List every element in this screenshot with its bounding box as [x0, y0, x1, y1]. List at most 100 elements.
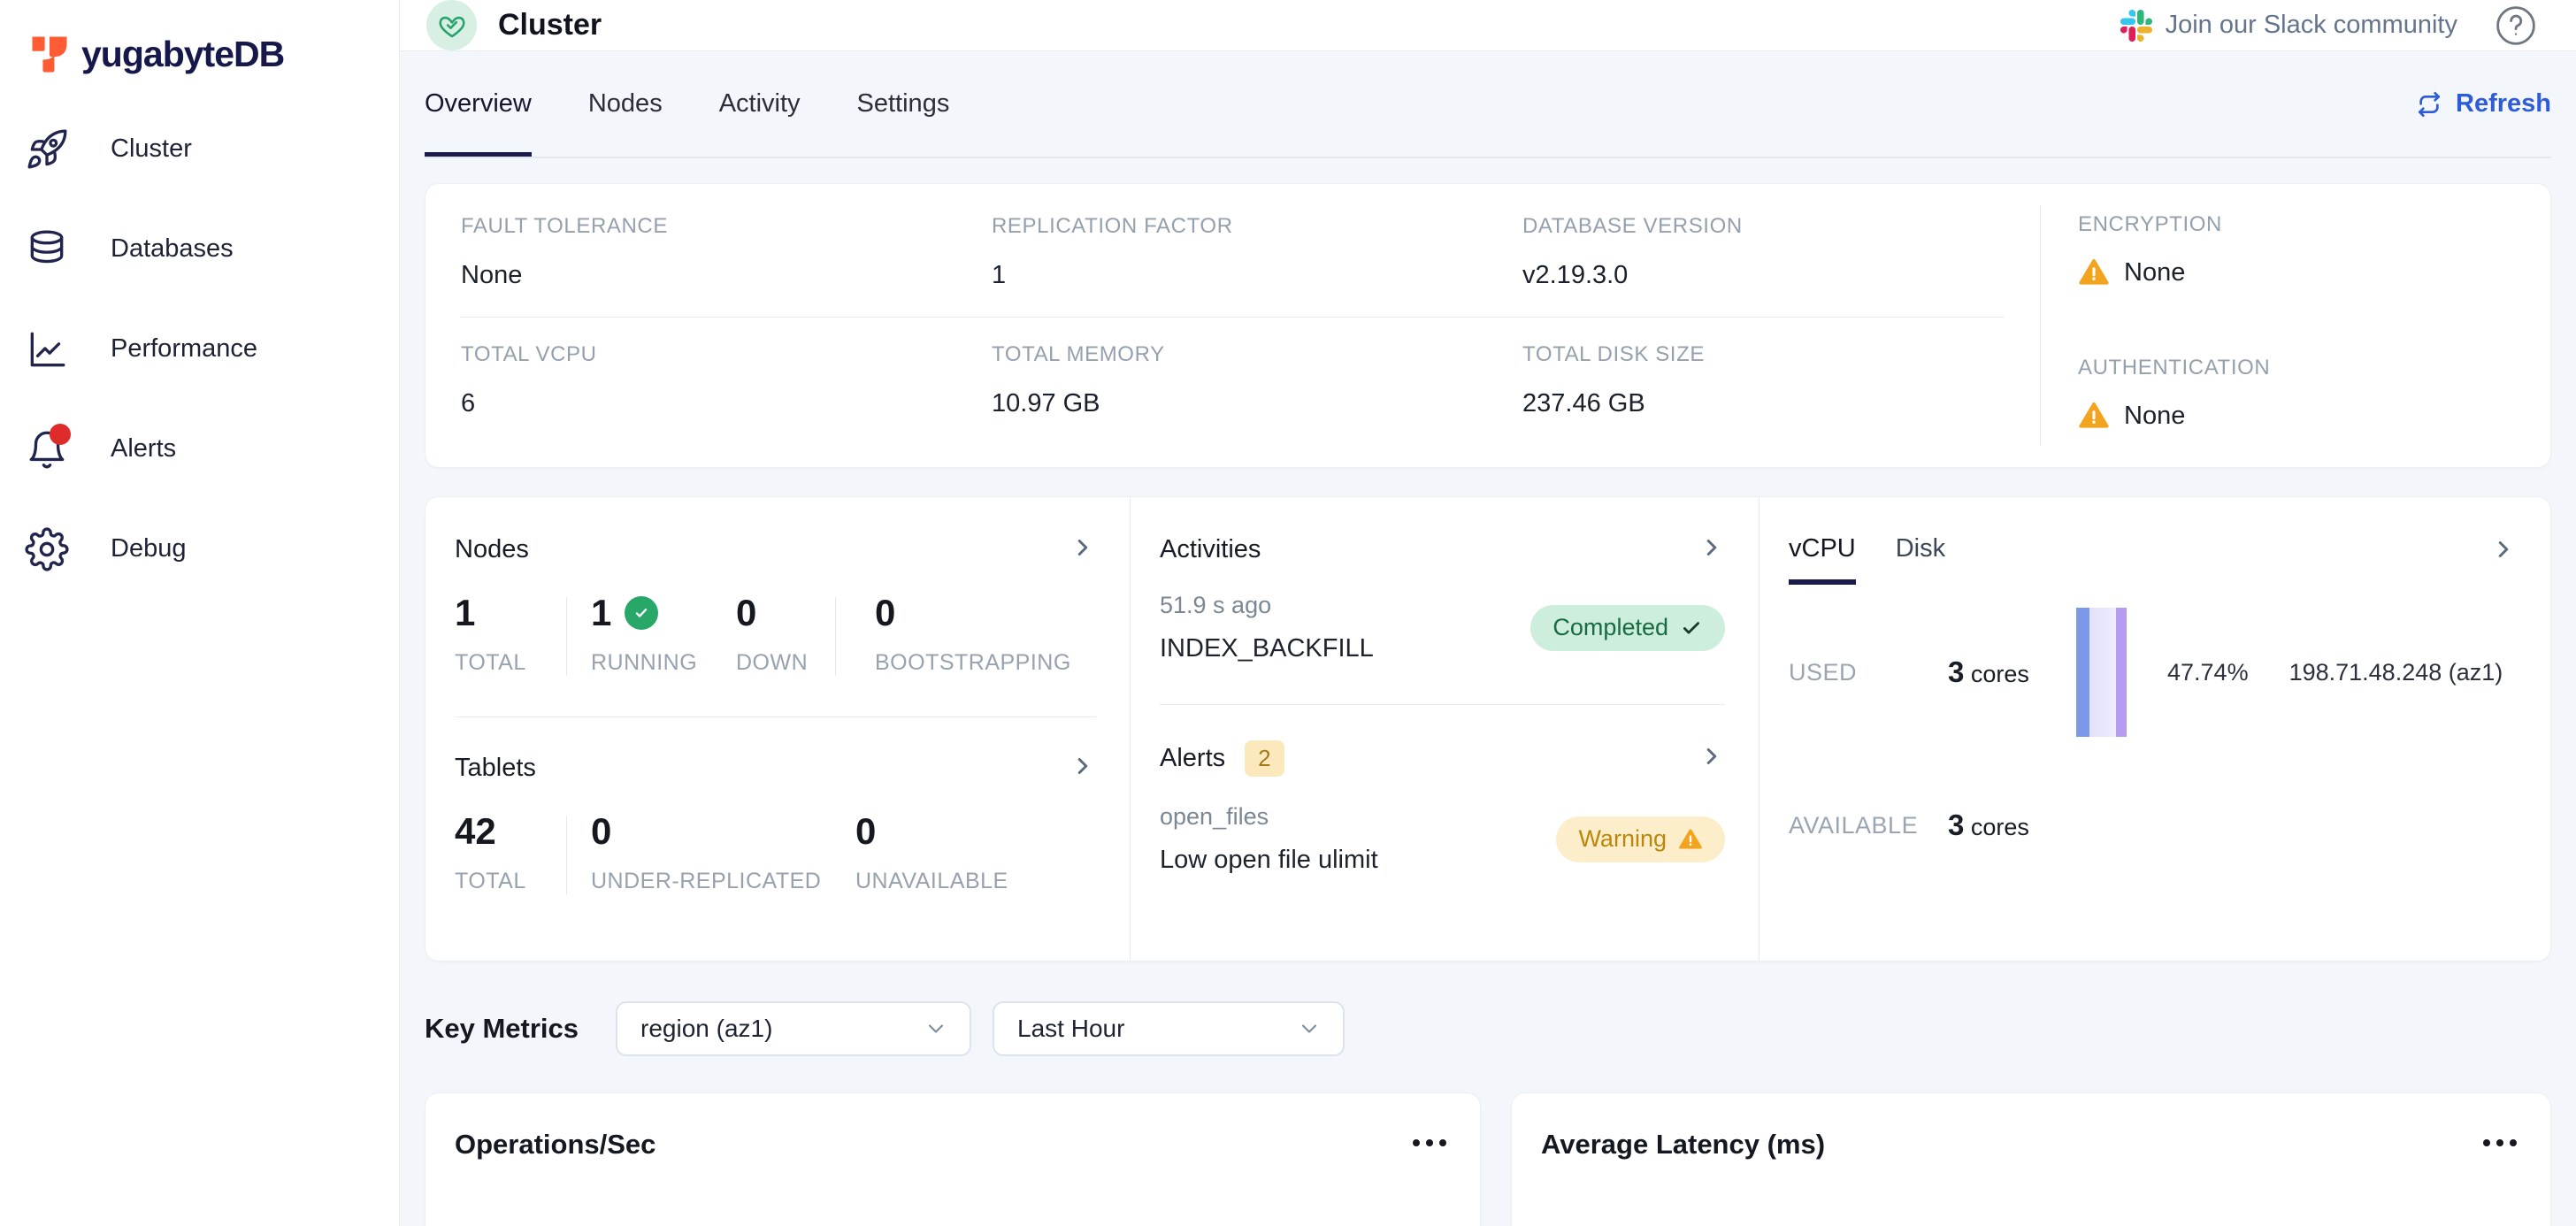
warning-triangle-icon	[2079, 258, 2109, 285]
used-bar	[2076, 608, 2127, 737]
alerts-panel-header[interactable]: Alerts 2	[1160, 740, 1725, 777]
status-label: Warning	[1578, 825, 1667, 852]
divider	[1160, 704, 1725, 705]
main-area: Cluster Join our Slack community	[400, 0, 2576, 1226]
sidebar-item-label: Debug	[111, 534, 187, 563]
used-node-address: 198.71.48.248 (az1)	[2288, 658, 2503, 686]
sidebar-item-label: Databases	[111, 234, 234, 263]
tablets-unavailable: 0 UNAVAILABLE	[855, 812, 1008, 894]
stat-encryption: ENCRYPTION None	[2078, 212, 2550, 288]
stat-total-memory: TOTAL MEMORY 10.97 GB	[992, 342, 1522, 418]
stat-label: UNDER-REPLICATED	[591, 869, 822, 893]
tablets-stats: 42 TOTAL 0 UNDER-REPLICATED 0 UNAVAILABL…	[455, 812, 1096, 894]
stat-label: ENCRYPTION	[2078, 212, 2222, 236]
stat-value: 10.97 GB	[992, 389, 1100, 418]
sidebar-item-cluster[interactable]: Cluster	[0, 99, 399, 199]
tab-nodes[interactable]: Nodes	[587, 88, 663, 118]
slack-icon	[2120, 9, 2152, 42]
chevron-right-icon[interactable]	[2490, 536, 2517, 567]
tablets-under-replicated: 0 UNDER-REPLICATED	[591, 812, 855, 894]
activities-panel-header[interactable]: Activities	[1160, 534, 1725, 565]
cluster-stats-main: FAULT TOLERANCE None REPLICATION FACTOR …	[426, 184, 2040, 467]
sidebar-item-alerts[interactable]: Alerts	[0, 399, 399, 499]
stat-label: FAULT TOLERANCE	[461, 214, 668, 238]
region-select[interactable]: region (az1)	[616, 1001, 972, 1056]
chart-title: Average Latency (ms)	[1541, 1129, 1826, 1160]
nodes-down: 0 DOWN	[736, 594, 835, 676]
charts-row: Operations/Sec Average Latency (ms)	[425, 1092, 2551, 1226]
latency-chart-card: Average Latency (ms)	[1511, 1092, 2551, 1226]
available-cores: 3 cores	[1948, 808, 2029, 841]
page-title: Cluster	[498, 8, 602, 42]
tab-vcpu[interactable]: vCPU	[1789, 534, 1856, 585]
database-icon	[25, 227, 69, 272]
chart-title: Operations/Sec	[455, 1129, 656, 1160]
more-options-icon[interactable]	[1411, 1137, 1448, 1153]
chevron-right-icon[interactable]	[1698, 743, 1725, 774]
gear-icon	[25, 526, 69, 571]
stat-total-disk-size: TOTAL DISK SIZE 237.46 GB	[1522, 342, 2036, 418]
tablets-panel-header[interactable]: Tablets	[455, 753, 1096, 784]
status-badge-warning: Warning	[1556, 816, 1725, 862]
region-select-value: region (az1)	[640, 1015, 773, 1042]
sidebar-item-databases[interactable]: Databases	[0, 199, 399, 299]
alerts-count-badge: 2	[1245, 740, 1284, 777]
activities-alerts-section: Activities 51.9 s ago INDEX_BACKFILL Com…	[1131, 497, 1760, 961]
alert-item[interactable]: open_files Low open file ulimit Warning	[1160, 803, 1725, 875]
stat-label: TOTAL	[455, 650, 526, 675]
nodes-tablets-section: Nodes 1 TOTAL 1 RUNNING	[426, 497, 1131, 961]
chevron-down-icon	[1301, 1024, 1317, 1033]
slack-link-label: Join our Slack community	[2165, 11, 2457, 39]
stat-label: RUNNING	[591, 650, 698, 675]
refresh-button[interactable]: Refresh	[2415, 51, 2551, 157]
time-range-select[interactable]: Last Hour	[993, 1001, 1346, 1056]
check-icon	[1683, 621, 1699, 633]
vcpu-used-row: USED 3 cores 47.74% 198.71.48.248 (az1)	[1789, 608, 2517, 737]
stat-number: 0	[736, 592, 757, 633]
tab-overview[interactable]: Overview	[425, 51, 532, 157]
sidebar: yugabyteDB Cluster	[0, 0, 400, 1226]
tab-disk[interactable]: Disk	[1895, 534, 1946, 563]
chevron-right-icon[interactable]	[1070, 753, 1096, 784]
stat-label: DOWN	[736, 650, 809, 675]
logo[interactable]: yugabyteDB	[0, 0, 399, 85]
chevron-right-icon[interactable]	[1070, 534, 1096, 565]
cluster-health-badge	[426, 0, 477, 50]
divider	[566, 597, 567, 676]
rocket-icon	[25, 127, 69, 172]
stat-label: TOTAL	[455, 869, 526, 893]
nodes-stats: 1 TOTAL 1 RUNNING 0 DOWN	[455, 594, 1096, 676]
tab-bar: Overview Nodes Activity Settings Refresh	[425, 51, 2551, 158]
key-metrics-title: Key Metrics	[425, 1013, 579, 1044]
stat-label: BOOTSTRAPPING	[875, 650, 1071, 675]
status-label: Completed	[1552, 614, 1668, 640]
notification-dot	[50, 423, 71, 445]
refresh-icon	[2419, 91, 2440, 117]
tab-settings[interactable]: Settings	[856, 88, 950, 118]
nodes-running: 1 RUNNING	[591, 594, 736, 676]
check-circle-icon	[625, 596, 659, 630]
stat-value: None	[2124, 257, 2186, 287]
more-options-icon[interactable]	[2481, 1137, 2518, 1153]
cluster-stats-card: FAULT TOLERANCE None REPLICATION FACTOR …	[425, 183, 2551, 468]
slack-community-link[interactable]: Join our Slack community	[2120, 9, 2457, 42]
sidebar-item-label: Performance	[111, 334, 258, 363]
stat-total-vcpu: TOTAL VCPU 6	[461, 342, 992, 418]
panel-title: Nodes	[455, 535, 529, 563]
sidebar-item-performance[interactable]: Performance	[0, 299, 399, 399]
help-button[interactable]	[2495, 4, 2537, 47]
heart-check-icon	[439, 16, 464, 37]
chevron-right-icon[interactable]	[1698, 534, 1725, 565]
stat-number: 42	[455, 810, 496, 852]
stat-number: 1	[591, 594, 736, 632]
sidebar-nav: Cluster Databases	[0, 85, 399, 599]
stat-number: 0	[875, 592, 896, 633]
divider	[455, 716, 1096, 717]
used-percent: 47.74%	[2167, 658, 2249, 686]
sidebar-item-debug[interactable]: Debug	[0, 499, 399, 599]
activity-item[interactable]: 51.9 s ago INDEX_BACKFILL Completed	[1160, 592, 1725, 663]
available-label: AVAILABLE	[1789, 811, 1919, 839]
tab-activity[interactable]: Activity	[718, 88, 801, 118]
stat-value: v2.19.3.0	[1522, 261, 1629, 289]
nodes-panel-header[interactable]: Nodes	[455, 534, 1096, 565]
